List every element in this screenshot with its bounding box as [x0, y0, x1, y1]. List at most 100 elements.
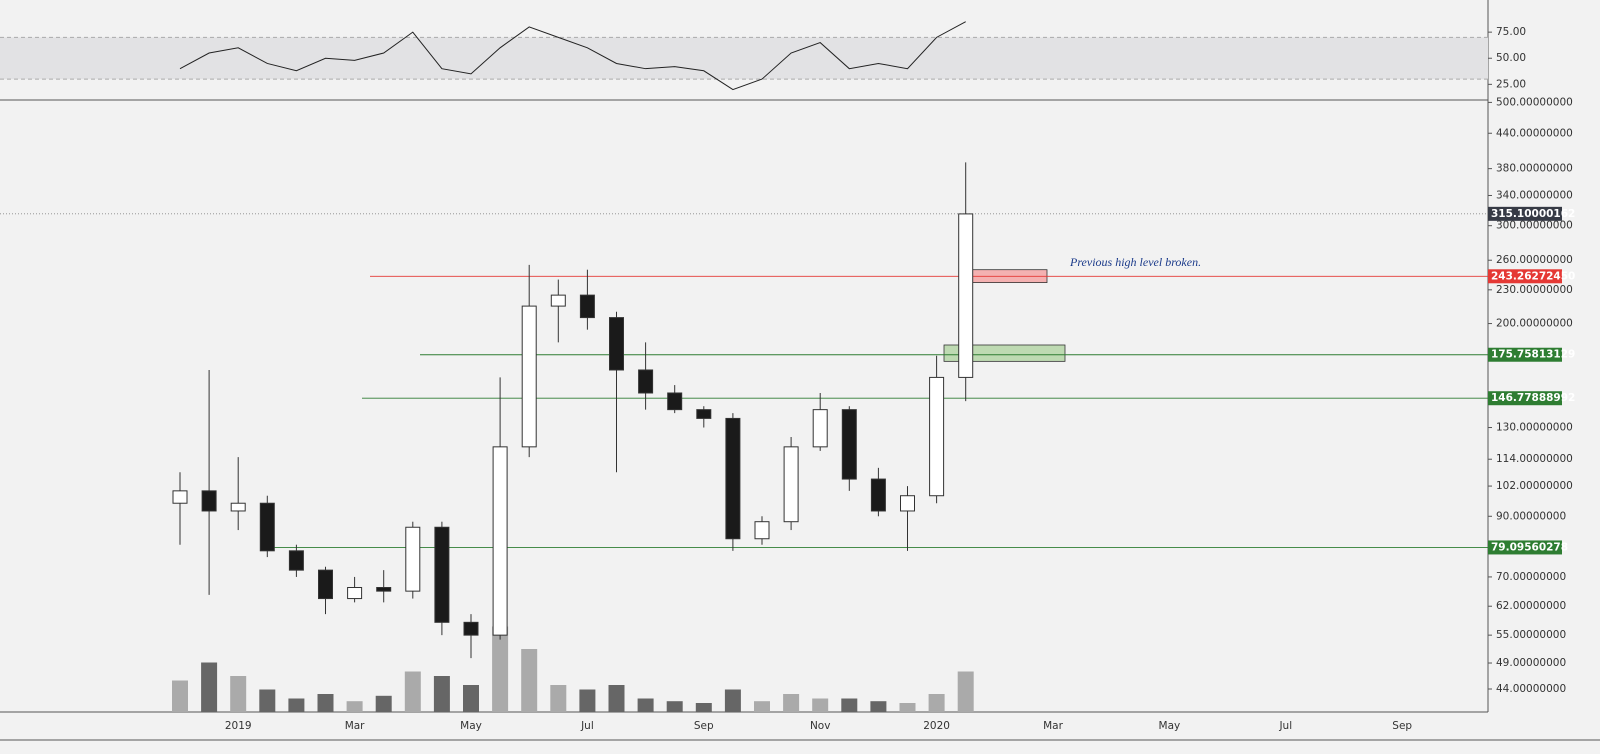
volume-bar [375, 695, 392, 712]
price-level-label: 79.09560278 [1491, 541, 1568, 553]
price-level-label: 146.77888992 [1491, 392, 1575, 404]
x-tick-label: May [460, 720, 482, 732]
candle-body [638, 369, 654, 394]
y-tick-label: 70.00000000 [1496, 571, 1566, 583]
volume-bar [783, 694, 800, 712]
volume-bar [259, 689, 276, 712]
candle-body [230, 502, 246, 512]
candle-body [318, 569, 333, 600]
volume-bar [870, 701, 887, 712]
y-tick-label: 260.00000000 [1496, 254, 1573, 266]
y-tick-label: 200.00000000 [1496, 318, 1573, 330]
y-tick-label: 340.00000000 [1496, 189, 1573, 201]
candle-body [696, 409, 712, 419]
x-tick-label: 2019 [225, 720, 252, 732]
candle-body [201, 490, 217, 512]
volume-bar [230, 676, 247, 712]
candle-body [521, 305, 537, 448]
volume-bar [288, 698, 305, 712]
candle-body [463, 621, 479, 636]
y-tick-label: 440.00000000 [1496, 127, 1573, 139]
rsi-band [0, 37, 1488, 80]
x-tick-label: May [1159, 720, 1181, 732]
volume-bar [463, 685, 479, 712]
candle-body [929, 376, 945, 497]
candle-body [492, 446, 508, 636]
volume-bar [957, 671, 974, 712]
price-level-tag [1488, 540, 1562, 555]
y-tick-label: 102.00000000 [1496, 480, 1573, 492]
price-level-label: 243.26272450 [1491, 270, 1575, 282]
price-level-tag [1488, 391, 1562, 406]
volume-bar [695, 703, 712, 712]
y-tick-label: 300.00000000 [1496, 220, 1573, 232]
candle-body [841, 409, 857, 480]
rsi-tick-label: 75.00 [1496, 26, 1526, 38]
zone [943, 344, 1066, 362]
x-tick-label: Nov [810, 720, 831, 732]
volume-bar [899, 703, 916, 712]
x-tick-label: Jul [1278, 720, 1292, 732]
annotation: Previous high level broken. [1069, 255, 1201, 269]
rsi-line [179, 21, 966, 91]
y-tick-label: 49.00000000 [1496, 657, 1566, 669]
candle-body [288, 550, 304, 571]
rsi-tick-label: 50.00 [1496, 52, 1526, 64]
y-tick-label: 55.00000000 [1496, 629, 1566, 641]
candle-body [725, 417, 741, 540]
y-tick-label: 114.00000000 [1496, 453, 1573, 465]
candle-body [754, 521, 770, 540]
candle-body [609, 317, 624, 371]
volume-bar [637, 698, 654, 712]
x-tick-label: Sep [1392, 720, 1412, 732]
volume-bar [172, 680, 188, 712]
volume-bar [317, 694, 334, 712]
y-tick-label: 500.00000000 [1496, 96, 1573, 108]
y-tick-label: 130.00000000 [1496, 422, 1573, 434]
candle-body [347, 587, 363, 600]
volume-bar [812, 698, 829, 712]
x-tick-label: Mar [345, 720, 365, 732]
price-level-tag [1488, 347, 1562, 362]
volume-bar [550, 685, 567, 712]
volume-bar [579, 689, 596, 712]
volume-bar [608, 685, 625, 712]
candle-body [434, 526, 450, 623]
y-tick-label: 90.00000000 [1496, 510, 1566, 522]
candle-body [958, 213, 974, 378]
y-tick-label: 230.00000000 [1496, 284, 1573, 296]
price-level-tag [1488, 269, 1562, 284]
volume-bar [724, 689, 741, 712]
candle-body [579, 294, 595, 319]
candle-body [812, 409, 828, 448]
candle-body [405, 526, 421, 592]
candle-body [259, 502, 275, 552]
x-tick-label: Sep [694, 720, 714, 732]
x-tick-label: Jul [580, 720, 594, 732]
volume-bar [492, 626, 509, 712]
candle-body [376, 587, 392, 592]
price-level-label: 175.75813129 [1491, 349, 1575, 361]
volume-bar [404, 671, 421, 712]
price-level-tag [1488, 206, 1562, 221]
volume-bar [346, 701, 363, 712]
candle-body [667, 392, 683, 411]
candle-body [900, 495, 915, 512]
volume-bar [666, 701, 683, 712]
x-tick-label: 2020 [923, 720, 950, 732]
y-tick-label: 62.00000000 [1496, 600, 1566, 612]
volume-bar [433, 676, 450, 712]
x-tick-label: Mar [1043, 720, 1063, 732]
volume-bar [201, 662, 218, 712]
candle-body [172, 490, 188, 504]
volume-bar [928, 694, 945, 712]
y-tick-label: 380.00000000 [1496, 163, 1573, 175]
candle-body [783, 446, 799, 523]
rsi-tick-label: 25.00 [1496, 78, 1526, 90]
volume-bar [521, 649, 538, 712]
candle-body [550, 294, 566, 307]
candle-body [870, 478, 886, 512]
